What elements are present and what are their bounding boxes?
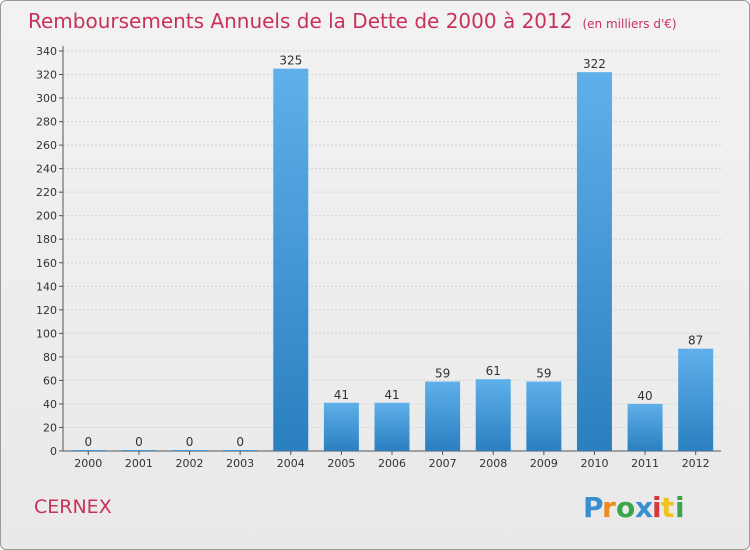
bar-value-label: 59 — [435, 367, 450, 381]
x-tick-label: 2010 — [580, 457, 608, 470]
data-labels: 0 0 0 0 325 41 41 59 61 59 322 40 87 — [84, 54, 703, 449]
bar — [526, 381, 562, 451]
x-tick-label: 2006 — [378, 457, 406, 470]
svg-text:P: P — [583, 491, 604, 524]
bar — [323, 402, 359, 451]
bar — [121, 450, 157, 451]
bar-value-label: 41 — [334, 388, 349, 402]
x-tick-label: 2012 — [682, 457, 710, 470]
x-tick-label: 2007 — [429, 457, 457, 470]
bar — [627, 403, 663, 451]
x-tick-labels: 2000 2001 2002 2003 2004 2005 2006 2007 2008 2009… — [74, 457, 709, 470]
svg-text:t: t — [661, 491, 674, 524]
svg-text:i: i — [652, 491, 662, 524]
y-tick-label: 240 — [36, 163, 57, 176]
bar-value-label: 61 — [486, 364, 501, 378]
chart-title-text: Remboursements Annuels de la Dette de 20… — [28, 9, 573, 33]
svg-text:x: x — [635, 491, 653, 524]
bar — [172, 450, 208, 451]
y-tick-label: 220 — [36, 186, 57, 199]
bar — [425, 381, 461, 451]
bar — [222, 450, 258, 451]
y-tick-label: 40 — [43, 398, 57, 411]
x-tick-label: 2002 — [176, 457, 204, 470]
y-tick-label: 180 — [36, 233, 57, 246]
y-tick-label: 80 — [43, 351, 57, 364]
bar-value-label: 0 — [135, 435, 143, 449]
bar-value-label: 322 — [583, 57, 606, 71]
chart-title: Remboursements Annuels de la Dette de 20… — [28, 9, 677, 33]
y-tick-label: 260 — [36, 139, 57, 152]
bar-value-label: 40 — [637, 389, 652, 403]
bar-value-label: 0 — [186, 435, 194, 449]
y-tick-label: 100 — [36, 327, 57, 340]
y-tick-label: 0 — [50, 445, 57, 458]
bar — [273, 68, 309, 451]
bar — [374, 402, 410, 451]
x-tick-label: 2003 — [226, 457, 254, 470]
x-tick-label: 2009 — [530, 457, 558, 470]
bar-value-label: 0 — [84, 435, 92, 449]
bar-chart: 0 0 0 0 325 41 41 59 61 59 322 40 87 0 20 40 60 80 100 120… — [36, 45, 721, 470]
bar — [576, 72, 612, 452]
x-tick-label: 2011 — [631, 457, 659, 470]
y-tick-label: 200 — [36, 210, 57, 223]
bar-value-label: 325 — [279, 54, 302, 68]
bar-value-label: 59 — [536, 367, 551, 381]
commune-name: CERNEX — [34, 496, 112, 518]
y-tick-labels: 0 20 40 60 80 100 120 140 160 180 200 220 240 260 280 3… — [36, 45, 57, 458]
bar-value-label: 0 — [236, 435, 244, 449]
y-tick-label: 300 — [36, 92, 57, 105]
proxiti-logo: P r o x i t i — [583, 491, 685, 524]
y-tick-label: 140 — [36, 280, 57, 293]
y-tick-label: 60 — [43, 374, 57, 387]
svg-text:i: i — [675, 491, 685, 524]
y-tick-label: 120 — [36, 304, 57, 317]
bar-value-label: 41 — [384, 388, 399, 402]
chart-subtitle: (en milliers d'€) — [582, 17, 677, 31]
x-tick-label: 2008 — [479, 457, 507, 470]
x-tick-label: 2004 — [277, 457, 305, 470]
bars — [70, 68, 714, 452]
y-tick-label: 280 — [36, 116, 57, 129]
bar — [70, 450, 106, 451]
bar — [678, 348, 714, 451]
svg-text:r: r — [602, 491, 616, 524]
x-tick-label: 2005 — [327, 457, 355, 470]
y-tick-label: 160 — [36, 257, 57, 270]
x-tick-label: 2000 — [74, 457, 102, 470]
y-tick-label: 20 — [43, 421, 57, 434]
y-tick-label: 340 — [36, 45, 57, 58]
bar-value-label: 87 — [688, 334, 703, 348]
y-tick-label: 320 — [36, 69, 57, 82]
svg-text:o: o — [616, 491, 635, 524]
x-tick-label: 2001 — [125, 457, 153, 470]
bar — [475, 379, 511, 451]
